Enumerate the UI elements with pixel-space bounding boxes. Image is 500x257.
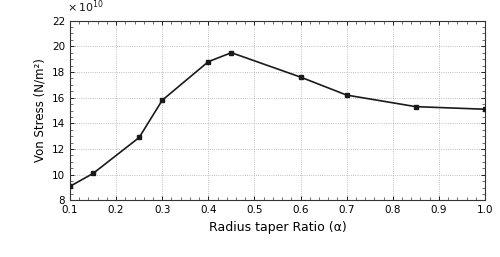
X-axis label: Radius taper Ratio (α): Radius taper Ratio (α) bbox=[208, 221, 346, 234]
Text: $\times\,10^{10}$: $\times\,10^{10}$ bbox=[67, 0, 104, 15]
Y-axis label: Von Stress (N/m²): Von Stress (N/m²) bbox=[34, 59, 46, 162]
